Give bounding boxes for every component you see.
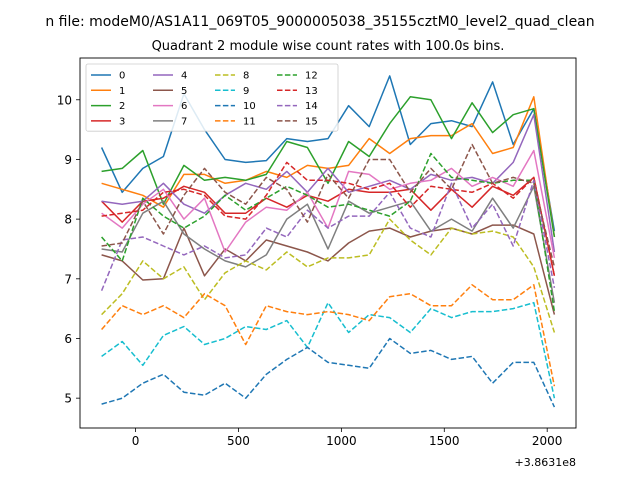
- series-line-8: [101, 218, 556, 333]
- x-offset-label: +3.8631e8: [515, 456, 576, 469]
- y-axis: 5 6 7 8 9 10: [57, 93, 80, 406]
- series-line-13: [101, 161, 556, 276]
- y-tick-label: 7: [64, 272, 72, 286]
- legend-label-5: 5: [181, 86, 187, 97]
- y-tick-label: 10: [57, 93, 72, 107]
- legend-label-13: 13: [305, 86, 318, 97]
- series-line-11: [101, 284, 556, 387]
- legend-label-7: 7: [181, 116, 187, 127]
- legend-label-12: 12: [305, 71, 318, 82]
- y-tick-label: 8: [64, 213, 72, 227]
- x-axis: 0 500 1000 1500 2000: [132, 428, 563, 448]
- y-tick-label: 6: [64, 332, 72, 346]
- legend-label-3: 3: [119, 116, 125, 127]
- x-tick-label: 0: [132, 434, 140, 448]
- legend-label-1: 1: [119, 86, 125, 97]
- x-tick-label: 1500: [429, 434, 460, 448]
- legend-label-10: 10: [243, 101, 256, 112]
- legend-label-6: 6: [181, 101, 187, 112]
- x-tick-label: 1000: [326, 434, 357, 448]
- series-line-10: [101, 337, 556, 408]
- series-line-15: [101, 143, 556, 268]
- legend-label-8: 8: [243, 71, 249, 82]
- series-layer: [100, 75, 556, 408]
- plot-frame: [79, 57, 577, 429]
- legend-label-11: 11: [243, 116, 256, 127]
- series-line-2: [101, 96, 556, 238]
- chart-title: Quadrant 2 module wise count rates with …: [152, 39, 505, 54]
- series-line-9: [101, 301, 556, 399]
- y-tick-label: 9: [64, 153, 72, 167]
- legend-label-2: 2: [119, 101, 125, 112]
- x-tick-label: 2000: [532, 434, 563, 448]
- series-line-14: [100, 179, 556, 291]
- legend-label-0: 0: [119, 71, 125, 82]
- series-line-4: [101, 113, 556, 253]
- legend-label-14: 14: [305, 101, 318, 112]
- legend-box: [85, 63, 339, 132]
- x-tick-label: 500: [227, 434, 250, 448]
- series-line-12: [101, 152, 556, 312]
- legend-label-9: 9: [243, 86, 249, 97]
- y-tick-label: 5: [64, 392, 72, 406]
- series-line-5: [101, 224, 556, 315]
- figure-suptitle: n file: modeM0/AS1A11_069T05_9000005038_…: [45, 14, 594, 30]
- legend-label-15: 15: [305, 116, 318, 127]
- legend-label-4: 4: [181, 71, 187, 82]
